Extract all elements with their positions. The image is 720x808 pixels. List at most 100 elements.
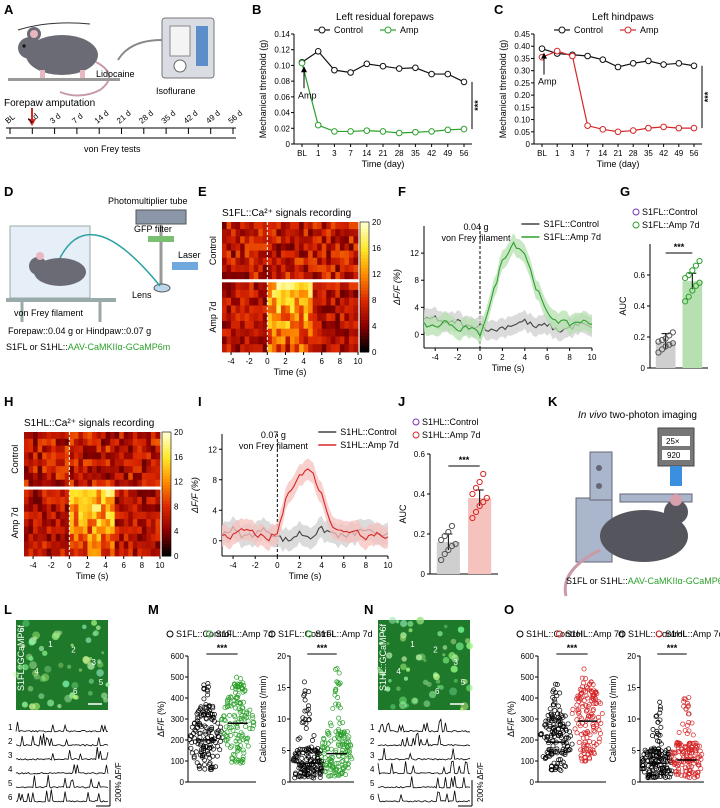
y-tick-label: 100 xyxy=(171,757,185,766)
data-point xyxy=(629,60,637,67)
data-point xyxy=(338,771,344,777)
heatmap-cell xyxy=(253,272,259,280)
x-tick-label: -2 xyxy=(246,357,254,366)
heatmap-cell xyxy=(42,438,48,447)
heatmap-cell xyxy=(101,548,106,557)
heatmap-cell xyxy=(249,289,255,299)
trace-label: 5 xyxy=(8,779,13,788)
y-tick-label: 20 xyxy=(627,652,636,661)
heatmap-cell xyxy=(64,496,70,505)
colorbar-cell xyxy=(360,244,369,249)
data-point xyxy=(687,764,693,770)
heatmap-cell xyxy=(276,328,282,337)
heatmap-cell xyxy=(271,264,277,273)
heatmap-cell xyxy=(222,236,227,244)
data-point xyxy=(444,70,452,78)
heatmap-cell xyxy=(132,504,138,513)
heatmap-cell xyxy=(330,282,336,291)
trace-label: 6 xyxy=(8,793,13,802)
data-point xyxy=(640,758,646,764)
data-point xyxy=(554,693,560,699)
heatmap-cell xyxy=(303,289,309,299)
significance-label: *** xyxy=(459,455,470,465)
heatmap-cell xyxy=(235,297,241,306)
heatmap-cell xyxy=(226,336,232,345)
data-point xyxy=(682,744,688,750)
heatmap-cell xyxy=(353,257,359,266)
heatmap-cell xyxy=(73,472,79,481)
legend-label: S1HL::Amp 7d xyxy=(340,440,399,450)
data-point xyxy=(215,733,221,739)
heatmap-cell xyxy=(33,459,38,467)
heatmap-cell xyxy=(101,459,106,467)
data-point xyxy=(233,731,239,737)
heatmap-cell xyxy=(262,250,268,259)
colorbar-cell xyxy=(360,342,369,346)
heatmap-cell xyxy=(276,257,282,266)
heatmap-cell xyxy=(353,328,359,337)
data-point xyxy=(689,720,695,726)
data-point xyxy=(652,774,658,780)
heatmap-cell xyxy=(335,305,341,314)
data-point xyxy=(540,754,546,760)
heatmap-cell xyxy=(303,282,309,291)
data-point xyxy=(560,721,566,727)
heatmap-cell xyxy=(271,250,277,259)
heatmap-cell xyxy=(110,511,116,520)
x-tick-label: -4 xyxy=(432,353,440,362)
heatmap-cell xyxy=(226,257,232,266)
colorbar-cell xyxy=(162,478,171,483)
heatmap-cell xyxy=(330,289,336,299)
colorbar-cell xyxy=(162,497,171,501)
data-point xyxy=(659,757,665,763)
colorbar-cell xyxy=(162,447,171,452)
timeline-label: 42 d xyxy=(182,109,200,126)
heatmap-cell xyxy=(119,541,125,550)
data-point xyxy=(334,666,340,672)
colorbar-cell xyxy=(162,506,171,510)
heatmap-cell xyxy=(326,222,332,230)
heatmap-cell xyxy=(321,257,327,266)
heatmap-cell xyxy=(114,472,120,481)
data-point xyxy=(544,749,550,755)
heatmap-cell xyxy=(231,305,236,314)
data-point xyxy=(552,699,558,705)
heatmap-cell xyxy=(46,466,52,474)
heatmap-cell xyxy=(155,496,161,505)
heatmap-cell xyxy=(267,328,273,337)
heatmap-cell xyxy=(339,264,345,273)
data-point xyxy=(667,768,672,773)
data-point xyxy=(647,752,653,758)
heatmap-cell xyxy=(353,236,359,244)
row-label: Control xyxy=(208,236,218,265)
data-point xyxy=(549,751,555,757)
data-point xyxy=(344,745,350,750)
data-point xyxy=(340,764,346,770)
data-point xyxy=(343,750,349,756)
optic-fiber xyxy=(59,233,161,287)
pmt-label: Photomultiplier tube xyxy=(108,196,188,206)
data-point xyxy=(319,744,325,750)
colorbar-cell xyxy=(360,322,369,327)
amputation-arrow-head xyxy=(28,119,36,126)
heatmap-cell xyxy=(339,222,345,230)
isoflurane-label: Isoflurane xyxy=(156,86,196,96)
colorbar-cell xyxy=(360,300,369,304)
legend-label: S1FL::Control xyxy=(543,219,599,229)
heatmap-cell xyxy=(101,445,106,453)
colorbar-cell xyxy=(162,481,171,486)
heatmap-cell xyxy=(339,250,345,259)
data-point xyxy=(544,734,550,740)
data-point xyxy=(305,706,311,712)
heatmap-cell xyxy=(326,328,332,337)
heatmap-cell xyxy=(222,336,227,345)
heatmap-cell xyxy=(280,272,286,280)
data-point xyxy=(658,741,664,747)
heatmap-cell xyxy=(92,533,97,542)
heatmap-cell xyxy=(55,489,61,498)
data-point xyxy=(553,681,558,687)
heatmap-cell xyxy=(244,344,250,353)
heatmap-cell xyxy=(110,496,116,505)
data-point xyxy=(335,701,341,707)
